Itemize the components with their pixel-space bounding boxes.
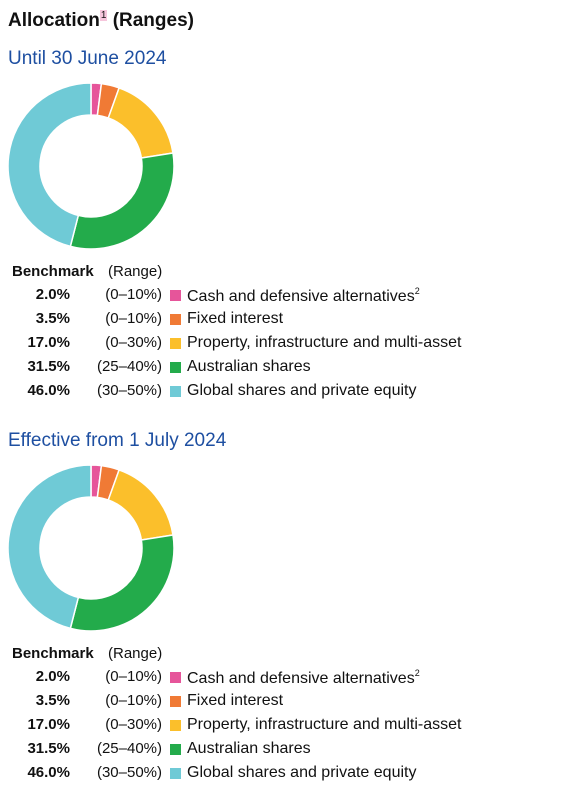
legend-label-text: Property, infrastructure and multi-asset [187,716,462,733]
benchmark-value: 2.0% [35,668,70,685]
legend-swatch [170,744,181,755]
page-title: Allocation1 (Ranges) [8,10,194,32]
benchmark-value: 3.5% [35,310,70,327]
legend-row: 3.5% (0–10%) Fixed interest [0,310,581,334]
benchmark-value: 46.0% [27,382,70,399]
range-value: (25–40%) [96,740,162,757]
legend-footnote: 2 [414,286,420,296]
page-title-footnote: 1 [99,10,108,21]
range-value: (0–30%) [105,334,162,351]
benchmark-value: 17.0% [27,334,70,351]
legend-label: Australian shares [187,740,311,758]
legend-label: Property, infrastructure and multi-asset [187,716,461,734]
legend-label-text: Fixed interest [187,310,284,327]
legend-row: 3.5% (0–10%) Fixed interest [0,692,581,716]
legend-label-text: Fixed interest [187,692,284,709]
benchmark-value: 31.5% [27,740,70,757]
page-title-text: Allocation [8,10,100,31]
donut-slice-2 [107,468,174,541]
legend-swatch [170,672,181,683]
range-value: (0–10%) [105,310,162,327]
donut-slice-4 [8,465,92,630]
range-value: (25–40%) [96,358,162,375]
legend-row: 46.0% (30–50%) Global shares and private e… [0,764,581,788]
legend-swatch [170,362,181,373]
legend-label: Fixed interest [187,310,283,328]
legend-row: 2.0% (0–10%) Cash and defensive alternativ… [0,286,581,310]
legend-swatch [170,696,181,707]
section-title: Until 30 June 2024 [8,48,167,69]
legend-label: Australian shares [187,358,311,376]
benchmark-value: 2.0% [35,286,70,303]
legend-swatch [170,386,181,397]
legend-label-text: Global shares and private equity [187,764,417,781]
benchmark-value: 31.5% [27,358,70,375]
legend-swatch [170,768,181,779]
legend-swatch [170,290,181,301]
legend-label: Cash and defensive alternatives2 [187,668,420,688]
donut-slice-3 [69,534,174,631]
range-header: (Range) [108,263,163,280]
legend-label-text: Cash and defensive alternatives [187,288,415,305]
donut-slice-4 [8,83,92,248]
legend-label: Cash and defensive alternatives2 [187,286,420,306]
legend-row: 17.0% (0–30%) Property, infrastructure and… [0,716,581,740]
donut-chart [8,83,174,249]
legend-label: Property, infrastructure and multi-asset [187,334,461,352]
benchmark-value: 46.0% [27,764,70,781]
benchmark-value: 3.5% [35,692,70,709]
legend-label-text: Global shares and private equity [187,382,417,399]
legend-label-text: Australian shares [187,740,311,757]
range-value: (0–10%) [105,668,162,685]
section-title: Effective from 1 July 2024 [8,430,227,451]
legend-row: 17.0% (0–30%) Property, infrastructure and… [0,334,581,358]
legend-label-text: Property, infrastructure and multi-asset [187,334,462,351]
page-title-suffix: (Ranges) [112,10,194,31]
benchmark-value: 17.0% [27,716,70,733]
range-value: (0–10%) [105,286,162,303]
legend-row: 46.0% (30–50%) Global shares and private e… [0,382,581,406]
range-header: (Range) [108,645,163,662]
range-value: (0–30%) [105,716,162,733]
legend-row: 31.5% (25–40%) Australian shares [0,740,581,764]
legend-label: Fixed interest [187,692,283,710]
range-value: (0–10%) [105,692,162,709]
legend-swatch [170,720,181,731]
benchmark-header: Benchmark [12,645,94,662]
donut-slice-2 [107,86,174,159]
donut-slice-3 [69,152,174,249]
legend-swatch [170,314,181,325]
legend-footnote: 2 [414,668,420,678]
range-value: (30–50%) [96,764,162,781]
legend-label: Global shares and private equity [187,382,416,400]
benchmark-header: Benchmark [12,263,94,280]
legend-swatch [170,338,181,349]
legend-label: Global shares and private equity [187,764,416,782]
legend-label-text: Cash and defensive alternatives [187,670,415,687]
legend-label-text: Australian shares [187,358,311,375]
legend-row: 31.5% (25–40%) Australian shares [0,358,581,382]
range-value: (30–50%) [96,382,162,399]
legend-row: 2.0% (0–10%) Cash and defensive alternativ… [0,668,581,692]
donut-chart [8,465,174,631]
